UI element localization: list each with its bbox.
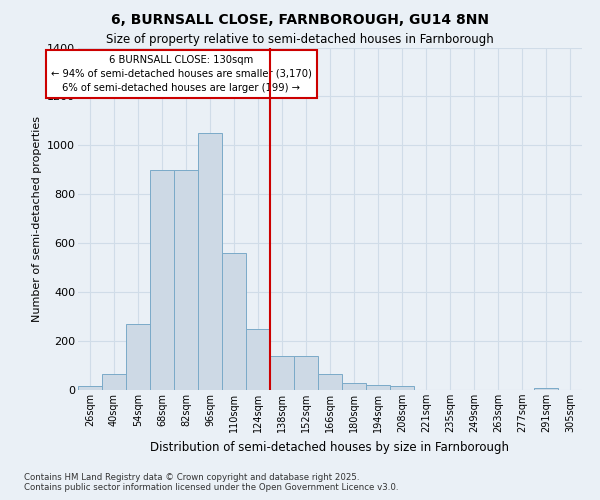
X-axis label: Distribution of semi-detached houses by size in Farnborough: Distribution of semi-detached houses by … <box>151 440 509 454</box>
Bar <box>198 133 222 390</box>
Bar <box>342 382 366 390</box>
Bar <box>246 329 270 390</box>
Bar <box>126 324 150 390</box>
Y-axis label: Number of semi-detached properties: Number of semi-detached properties <box>32 116 41 322</box>
Bar <box>366 385 390 390</box>
Bar <box>174 170 198 390</box>
Bar <box>534 388 558 390</box>
Bar <box>390 386 414 390</box>
Bar <box>150 170 174 390</box>
Bar <box>102 374 126 390</box>
Bar <box>270 356 294 390</box>
Text: Contains HM Land Registry data © Crown copyright and database right 2025.
Contai: Contains HM Land Registry data © Crown c… <box>24 473 398 492</box>
Text: Size of property relative to semi-detached houses in Farnborough: Size of property relative to semi-detach… <box>106 34 494 46</box>
Bar <box>222 253 246 390</box>
Text: 6, BURNSALL CLOSE, FARNBOROUGH, GU14 8NN: 6, BURNSALL CLOSE, FARNBOROUGH, GU14 8NN <box>111 12 489 26</box>
Bar <box>294 356 318 390</box>
Bar <box>318 374 342 390</box>
Text: 6 BURNSALL CLOSE: 130sqm
← 94% of semi-detached houses are smaller (3,170)
6% of: 6 BURNSALL CLOSE: 130sqm ← 94% of semi-d… <box>51 55 311 93</box>
Bar <box>78 386 102 390</box>
